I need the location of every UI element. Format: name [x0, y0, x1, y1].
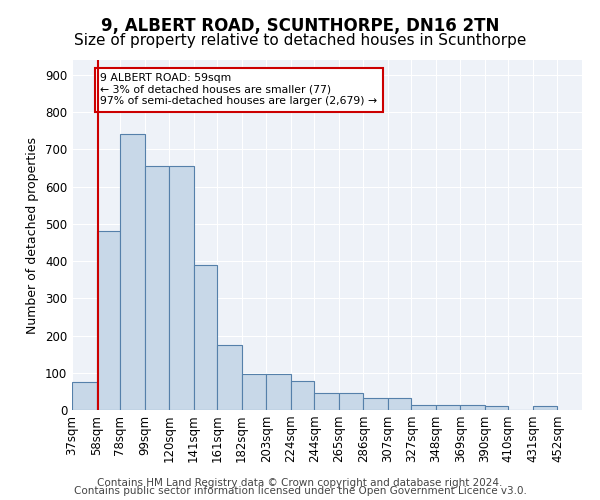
- Text: 9 ALBERT ROAD: 59sqm
← 3% of detached houses are smaller (77)
97% of semi-detach: 9 ALBERT ROAD: 59sqm ← 3% of detached ho…: [100, 73, 377, 106]
- Bar: [291, 382, 314, 410]
- Text: Size of property relative to detached houses in Scunthorpe: Size of property relative to detached ho…: [74, 32, 526, 48]
- Bar: [169, 166, 194, 410]
- Bar: [436, 405, 460, 410]
- Bar: [460, 405, 485, 410]
- Text: 9, ALBERT ROAD, SCUNTHORPE, DN16 2TN: 9, ALBERT ROAD, SCUNTHORPE, DN16 2TN: [101, 18, 499, 36]
- Bar: [194, 265, 217, 410]
- Text: Contains public sector information licensed under the Open Government Licence v3: Contains public sector information licen…: [74, 486, 526, 496]
- Bar: [411, 405, 436, 410]
- Bar: [533, 406, 557, 410]
- Bar: [72, 382, 97, 410]
- Bar: [120, 134, 145, 410]
- Text: Contains HM Land Registry data © Crown copyright and database right 2024.: Contains HM Land Registry data © Crown c…: [97, 478, 503, 488]
- Bar: [338, 393, 363, 410]
- Bar: [388, 398, 411, 410]
- Bar: [485, 406, 508, 410]
- Bar: [145, 166, 169, 410]
- Bar: [242, 374, 266, 410]
- Bar: [314, 393, 338, 410]
- Bar: [266, 374, 291, 410]
- Bar: [97, 232, 120, 410]
- Bar: [217, 345, 242, 410]
- Bar: [363, 398, 388, 410]
- Y-axis label: Number of detached properties: Number of detached properties: [26, 136, 40, 334]
